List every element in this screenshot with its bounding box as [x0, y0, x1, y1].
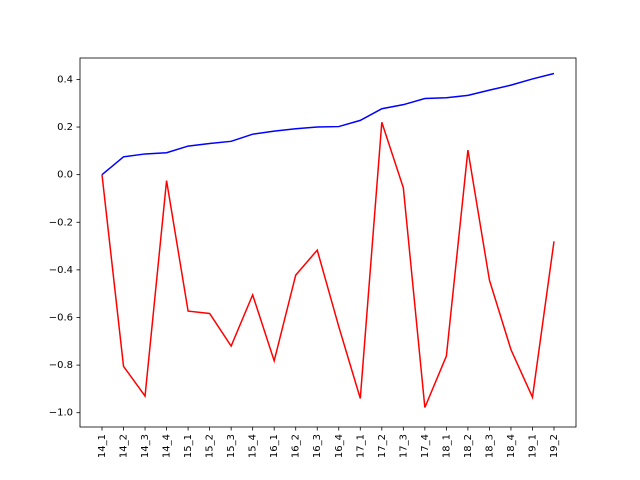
x-tick-label: 16_4	[334, 434, 345, 458]
x-tick-label: 14_2	[119, 434, 130, 458]
x-tick-label: 19_1	[527, 434, 538, 458]
x-tick-label: 14_4	[162, 434, 173, 458]
line-series	[101, 122, 555, 408]
y-tick-label: 0.0	[57, 170, 73, 181]
x-tick-label: 19_2	[549, 434, 560, 458]
x-tick-label: 17_4	[420, 434, 431, 458]
x-tick-label: 17_2	[377, 434, 388, 458]
line-series	[101, 72, 555, 176]
y-tick-label: −0.2	[49, 217, 73, 228]
x-tick-label: 18_2	[463, 434, 474, 458]
x-tick-label: 15_2	[205, 434, 216, 458]
x-tick-label: 16_1	[269, 434, 280, 458]
plot-frame	[79, 57, 577, 428]
x-tick-label: 15_4	[248, 434, 259, 458]
y-tick-label: −0.6	[49, 312, 73, 323]
y-tick-label: 0.4	[57, 74, 73, 85]
y-tick-label: −0.8	[49, 360, 73, 371]
x-tick-label: 17_1	[355, 434, 366, 458]
x-tick-label: 16_2	[291, 434, 302, 458]
x-tick-label: 15_3	[226, 434, 237, 458]
x-tick-label: 14_1	[97, 434, 108, 458]
x-tick-label: 16_3	[312, 434, 323, 458]
y-tick-label: −1.0	[49, 408, 73, 419]
y-tick-label: −0.4	[49, 265, 73, 276]
x-tick-label: 18_4	[506, 434, 517, 458]
x-tick-label: 14_3	[140, 434, 151, 458]
x-tick-label: 18_1	[441, 434, 452, 458]
x-tick-label: 18_3	[484, 434, 495, 458]
y-tick-label: 0.2	[57, 122, 73, 133]
x-tick-label: 17_3	[398, 434, 409, 458]
x-tick-label: 15_1	[183, 434, 194, 458]
